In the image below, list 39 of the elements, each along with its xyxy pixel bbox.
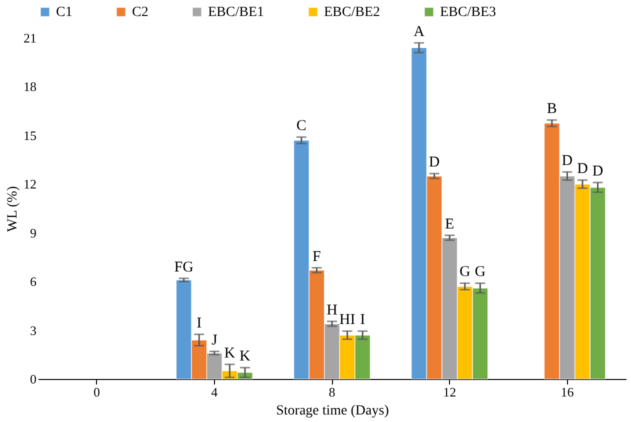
data-label: G <box>474 264 486 280</box>
x-tick-label: 16 <box>560 384 574 400</box>
legend-label: C1 <box>56 5 72 20</box>
data-label: H <box>326 302 338 318</box>
x-axis-title: Storage time (Days) <box>276 404 390 418</box>
y-tick-label: 0 <box>30 372 36 386</box>
y-tick-label: 9 <box>30 225 36 240</box>
data-label: I <box>196 315 202 332</box>
data-label: HI <box>339 312 356 328</box>
y-tick-label: 12 <box>24 176 36 192</box>
y-tick-label: 6 <box>30 274 37 290</box>
legend-label: C2 <box>132 5 148 20</box>
y-tick-label: 18 <box>24 79 36 94</box>
data-label: K <box>224 345 236 362</box>
y-tick-label: 15 <box>24 128 36 143</box>
data-label: FG <box>174 259 194 276</box>
data-label: G <box>459 264 470 280</box>
y-tick-label: 3 <box>30 322 36 338</box>
data-label: E <box>445 216 454 232</box>
data-label: I <box>360 312 366 328</box>
legend-label: EBC/BE1 <box>208 5 264 20</box>
legend-label: EBC/BE3 <box>440 5 496 20</box>
data-label: B <box>546 101 557 117</box>
data-label: D <box>562 152 573 169</box>
x-tick-label: 12 <box>443 384 456 400</box>
data-label: J <box>211 332 218 348</box>
data-label: A <box>414 24 425 40</box>
data-label: D <box>428 154 440 171</box>
data-label: D <box>577 161 588 178</box>
x-tick-label: 0 <box>94 384 100 400</box>
y-tick-label: 21 <box>24 30 36 46</box>
data-label: D <box>592 164 604 180</box>
x-tick-label: 8 <box>328 384 336 400</box>
x-tick-label: 4 <box>211 384 218 400</box>
y-axis-title: WL (%) <box>6 186 20 232</box>
data-label: F <box>312 248 321 265</box>
data-label: C <box>296 118 306 134</box>
data-label: K <box>240 348 251 365</box>
legend-label: EBC/BE2 <box>324 5 380 20</box>
